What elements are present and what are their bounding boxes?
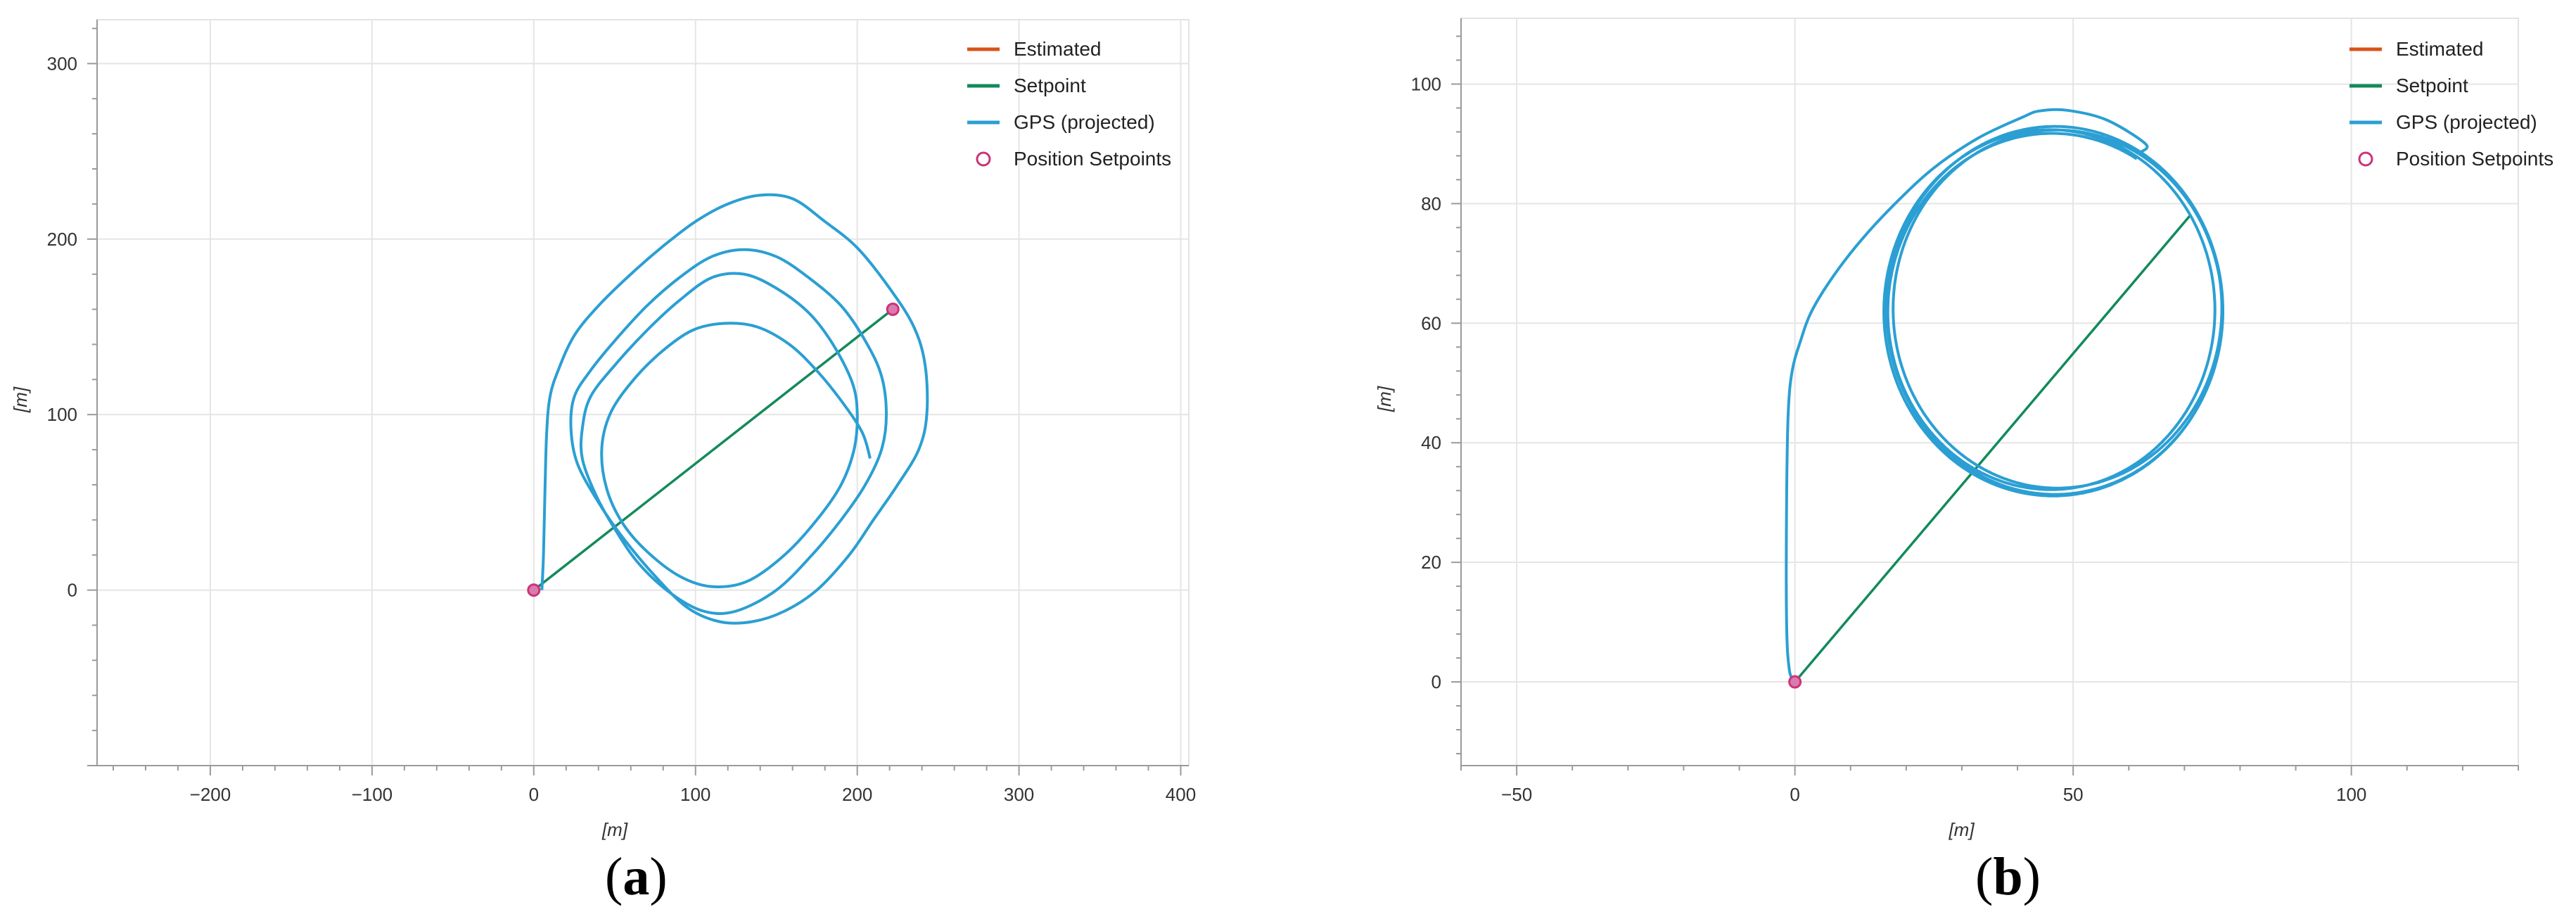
chart-a: −200 −100 0 100 200 300 400 0 100 200 300 [m] [m] Est…	[10, 19, 1196, 840]
position-setpoint-marker	[1788, 675, 1802, 689]
y-axis-label: [m]	[10, 386, 31, 413]
y-tick-label: 40	[1421, 432, 1441, 453]
legend-label: Setpoint	[2396, 75, 2468, 96]
y-tick-label: 200	[47, 229, 77, 250]
legend-swatch-marker	[976, 151, 991, 167]
x-axis-label: [m]	[1948, 819, 1975, 840]
plot-area	[96, 19, 1190, 766]
x-axis-label: [m]	[601, 819, 628, 840]
legend-label: Position Setpoints	[2396, 148, 2553, 170]
x-tick-label: −200	[190, 784, 231, 805]
panel-label-b: (b)	[1975, 847, 2041, 906]
legend-label: Estimated	[2396, 38, 2484, 60]
y-tick-label: 100	[47, 404, 77, 425]
legend-label: Estimated	[1014, 38, 1102, 60]
setpoint-line	[1794, 215, 2191, 683]
grid	[1461, 18, 2518, 766]
y-tick-label: 0	[1432, 671, 1441, 692]
x-tick-label: −100	[352, 784, 393, 805]
x-tick-label: 200	[842, 784, 872, 805]
x-tick-label: 50	[2063, 784, 2084, 805]
position-setpoint-marker	[886, 303, 900, 317]
gps-projected-line	[1785, 108, 2224, 683]
x-tick-label: 400	[1166, 784, 1196, 805]
legend-swatch-marker	[2358, 151, 2373, 167]
chart-b: −50 0 50 100 0 20 40 60 80 100 [m] [m] Estimated Setp…	[1374, 18, 2553, 840]
panel-label-a: (a)	[605, 847, 668, 906]
y-axis-label: [m]	[1374, 386, 1395, 412]
position-setpoint-marker	[527, 583, 541, 597]
legend-label: Position Setpoints	[1014, 148, 1171, 170]
setpoint-line	[533, 308, 894, 591]
gps-projected-line	[540, 193, 929, 625]
x-tick-label: −50	[1501, 784, 1532, 805]
legend-label: GPS (projected)	[1014, 111, 1155, 133]
x-tick-label: 100	[2336, 784, 2366, 805]
x-tick-label: 0	[529, 784, 539, 805]
y-tick-label: 0	[68, 580, 77, 601]
x-tick-label: 300	[1004, 784, 1034, 805]
y-tick-label: 60	[1421, 312, 1441, 334]
legend-label: GPS (projected)	[2396, 111, 2537, 133]
x-tick-label: 0	[1790, 784, 1799, 805]
y-tick-label: 80	[1421, 193, 1441, 214]
y-tick-label: 100	[1411, 73, 1441, 94]
legend-label: Setpoint	[1014, 75, 1086, 96]
x-tick-label: 100	[680, 784, 710, 805]
y-tick-label: 300	[47, 53, 77, 74]
plot-area	[1460, 18, 2519, 766]
y-tick-label: 20	[1421, 552, 1441, 573]
grid	[97, 20, 1189, 766]
